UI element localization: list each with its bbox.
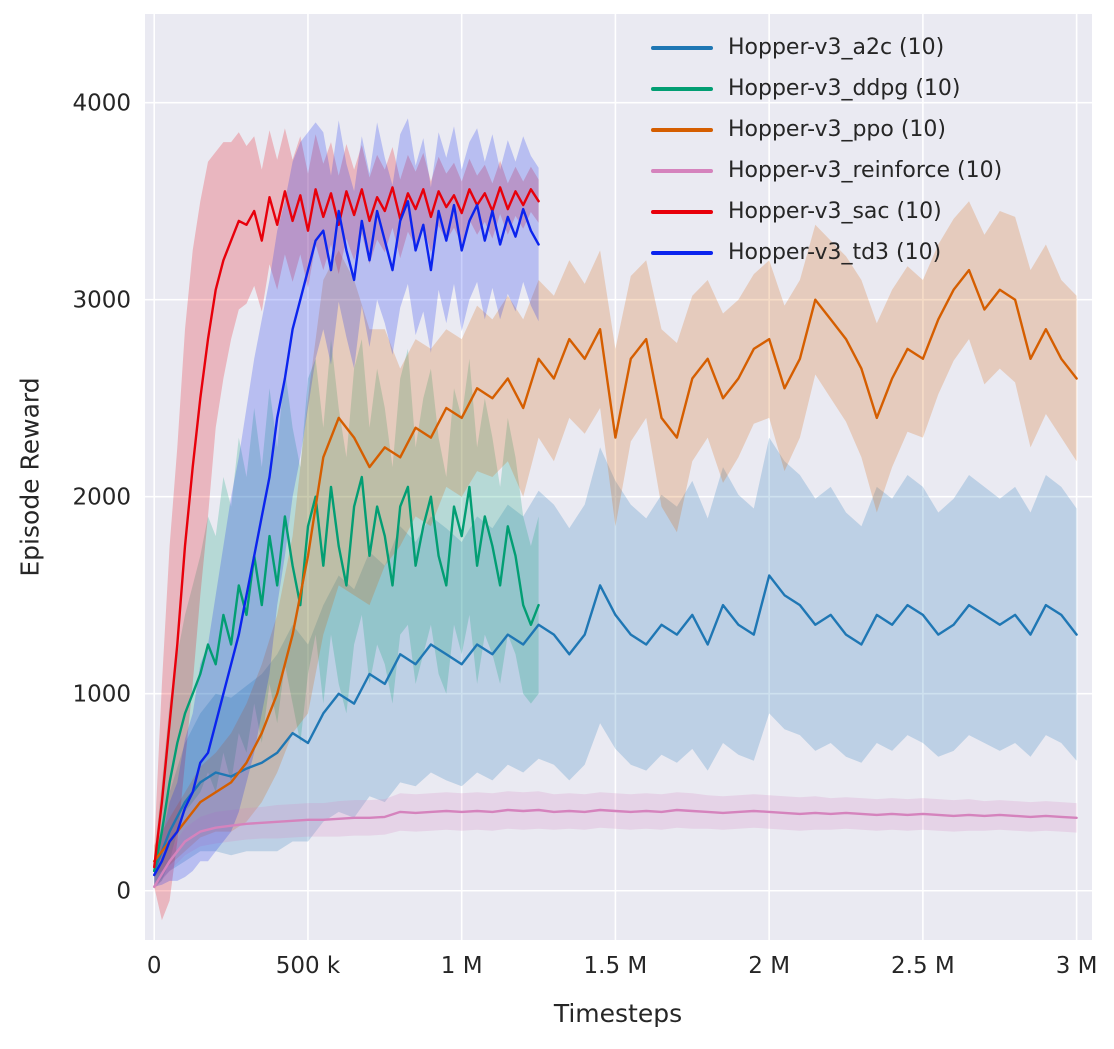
legend-swatch [651, 45, 713, 50]
y-tick-label: 2000 [72, 485, 131, 511]
series-band-a2c [154, 437, 1077, 887]
series-line-ddpg [153, 475, 540, 873]
series-line-reinforce [153, 808, 1078, 888]
legend-item-sac: Hopper-v3_sac (10) [651, 191, 1002, 232]
legend-item-td3: Hopper-v3_td3 (10) [651, 232, 1002, 273]
y-tick-label: 3000 [72, 288, 131, 314]
y-tick-label: 4000 [72, 91, 131, 117]
legend-swatch [651, 209, 713, 214]
legend-label: Hopper-v3_reinforce (10) [728, 158, 1003, 183]
legend-swatch [651, 86, 713, 91]
legend: Hopper-v3_a2c (10) Hopper-v3_ddpg (10) Hop… [651, 27, 1002, 273]
series-line-ppo [153, 268, 1078, 863]
legend-item-ppo: Hopper-v3_ppo (10) [651, 109, 1002, 150]
x-tick-label: 1 M [441, 953, 483, 979]
legend-label: Hopper-v3_ddpg (10) [728, 76, 961, 101]
legend-label: Hopper-v3_ppo (10) [728, 117, 947, 142]
x-axis-label: Timesteps [553, 999, 683, 1028]
x-tick-label: 3 M [1056, 953, 1098, 979]
x-tick-label: 2 M [748, 953, 790, 979]
x-tick-label: 2.5 M [891, 953, 955, 979]
series-line-td3 [153, 200, 540, 877]
y-axis-label: Episode Reward [15, 377, 45, 577]
x-tick-label: 1.5 M [584, 953, 648, 979]
legend-label: Hopper-v3_a2c (10) [728, 35, 945, 60]
x-tick-label: 0 [147, 953, 162, 979]
y-tick-label: 1000 [72, 682, 131, 708]
legend-swatch [651, 250, 713, 255]
legend-label: Hopper-v3_td3 (10) [728, 240, 942, 265]
series-line-sac [153, 186, 540, 869]
series-band-sac [154, 128, 539, 921]
y-tick-label: 0 [116, 879, 131, 905]
legend-item-ddpg: Hopper-v3_ddpg (10) [651, 68, 1002, 109]
series-line-a2c [153, 574, 1078, 873]
legend-swatch [651, 127, 713, 132]
series-band-ddpg [154, 339, 539, 887]
legend-label: Hopper-v3_sac (10) [728, 199, 942, 224]
legend-item-a2c: Hopper-v3_a2c (10) [651, 27, 1002, 68]
legend-swatch [651, 168, 713, 173]
legend-item-reinforce: Hopper-v3_reinforce (10) [651, 150, 1002, 191]
plot-area [145, 14, 1092, 940]
series-band-td3 [154, 118, 539, 887]
series-band-ppo [154, 201, 1077, 877]
x-tick-label: 500 k [276, 953, 341, 979]
